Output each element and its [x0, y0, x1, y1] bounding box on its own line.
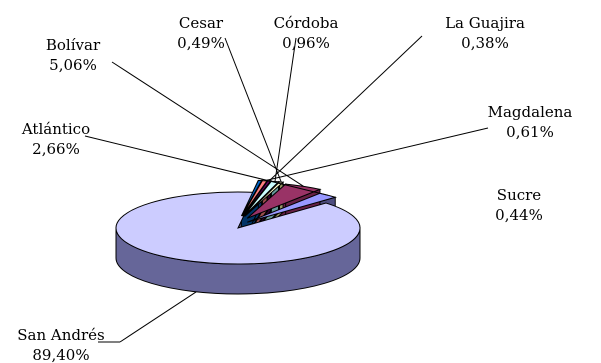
slice-name-cordoba: Córdoba: [274, 14, 339, 32]
slice-name-san-andres: San Andrés: [17, 326, 105, 344]
slice-name-la-guajira: La Guajira: [445, 14, 525, 32]
slice-label-la-guajira: La Guajira 0,38%: [445, 14, 525, 52]
slice-value-san-andres: 89,40%: [32, 346, 89, 363]
slice-value-cordoba: 0,96%: [282, 34, 330, 52]
leader-line-la-guajira: [269, 36, 422, 181]
slice-value-atlantico: 2,66%: [32, 140, 80, 158]
slice-name-sucre: Sucre: [497, 186, 542, 204]
leader-line-cordoba: [275, 38, 296, 182]
slice-value-sucre: 0,44%: [495, 206, 543, 224]
slice-name-atlantico: Atlántico: [21, 120, 90, 138]
slice-label-magdalena: Magdalena 0,61%: [488, 103, 573, 141]
slice-label-atlantico: Atlántico 2,66%: [21, 120, 90, 158]
slice-name-cesar: Cesar: [179, 14, 224, 32]
slice-label-sucre: Sucre 0,44%: [495, 186, 543, 224]
slice-value-magdalena: 0,61%: [506, 123, 554, 141]
slice-name-magdalena: Magdalena: [488, 103, 573, 121]
slice-name-bolivar: Bolívar: [46, 36, 101, 54]
slice-value-cesar: 0,49%: [177, 34, 225, 52]
slice-label-san-andres: San Andrés 89,40%: [17, 326, 105, 363]
slice-label-cordoba: Córdoba 0,96%: [274, 14, 339, 52]
slice-value-bolivar: 5,06%: [49, 56, 97, 74]
slice-value-la-guajira: 0,38%: [461, 34, 509, 52]
leader-line-bolivar: [112, 62, 304, 186]
leader-line-san-andres: [120, 292, 196, 342]
leader-line-atlantico: [85, 136, 328, 195]
slice-label-bolivar: Bolívar 5,06%: [46, 36, 101, 74]
leader-line-magdalena: [265, 128, 488, 181]
leader-line-cesar: [225, 38, 281, 182]
pie-tops: [116, 180, 360, 264]
slice-label-cesar: Cesar 0,49%: [177, 14, 225, 52]
